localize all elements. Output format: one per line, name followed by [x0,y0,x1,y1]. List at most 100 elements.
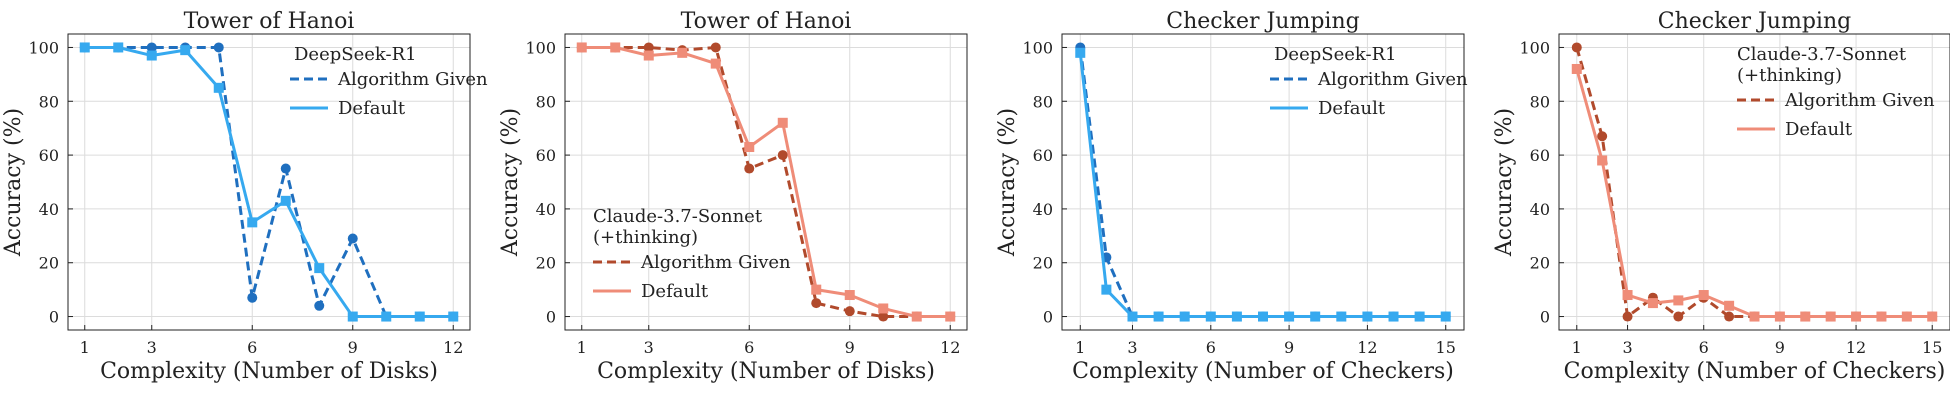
data-point [643,42,654,53]
y-tick-label: 80 [1033,92,1053,111]
data-point [1179,311,1190,322]
plot-frame [1061,33,1465,331]
x-tick-label: 9 [348,338,358,357]
data-point [777,150,788,161]
y-tick-label: 0 [49,308,59,327]
chart-panel-3: 1 3 6 9 12 15 0 20 40 60 80 100 Checker Jumping Compl… [995,9,1468,384]
series-default [1075,47,1451,322]
x-tick-label: 1 [1075,338,1085,357]
y-tick-label: 80 [536,92,556,111]
data-point [844,306,855,317]
data-point [347,233,358,244]
data-point [744,163,755,174]
y-tick-label: 0 [546,308,556,327]
series-line [581,45,951,319]
x-tick-label: 15 [1436,338,1456,357]
data-point [79,42,90,53]
y-axis-label: Accuracy (%) [1492,108,1517,257]
x-axis-label: Complexity (Number of Disks) [100,359,438,384]
data-point [1927,311,1938,322]
x-tick-label: 3 [1622,338,1632,357]
legend-entry: Default [338,98,406,119]
y-tick-label: 80 [1530,92,1550,111]
y-tick-label: 100 [525,38,556,57]
data-point [710,58,721,69]
chart-title: Checker Jumping [1166,9,1359,34]
legend: DeepSeek-R1 Algorithm Given Default [1270,44,1468,119]
data-point [1153,311,1164,322]
x-axis-label: Complexity (Number of Checkers) [1564,359,1946,384]
legend: DeepSeek-R1 Algorithm Given Default [290,44,488,119]
legend: Claude-3.7-Sonnet(+thinking) Algorithm Gi… [1737,44,1935,140]
x-tick-label: 9 [1775,338,1785,357]
plot-frame [1558,33,1950,331]
data-point [1075,47,1086,58]
data-point [146,42,157,53]
data-point [1284,311,1295,322]
legend-entry: Algorithm Given [337,69,488,90]
x-tick-label: 1 [80,338,90,357]
data-point [1749,311,1760,322]
x-tick-label: 6 [247,338,257,357]
data-point [414,311,425,322]
x-tick-label: 6 [1206,338,1216,357]
legend-title: Claude-3.7-Sonnet [1737,44,1907,65]
data-point [878,303,889,314]
data-point [1362,311,1373,322]
chart-title: Checker Jumping [1658,9,1851,34]
data-point [1414,311,1425,322]
data-point [1876,311,1887,322]
y-axis-label: Accuracy (%) [498,108,523,257]
data-point [1101,284,1112,295]
legend-title: DeepSeek-R1 [1274,44,1397,65]
data-point [280,195,291,206]
data-point [1825,311,1836,322]
data-point [1851,311,1862,322]
legend-entry: Default [1785,119,1853,140]
data-point [1622,290,1633,301]
plot-frame [67,33,471,331]
y-tick-label: 40 [1530,200,1550,219]
data-point [1388,311,1399,322]
chart-panel-2: 1 3 6 9 12 0 20 40 60 80 100 Tower of Hanoi Complexi… [498,9,968,384]
data-point [1597,155,1608,166]
legend-entry: Algorithm Given [640,252,791,273]
data-point [1724,311,1735,322]
y-tick-label: 20 [1033,254,1053,273]
x-tick-label: 12 [1846,338,1866,357]
y-tick-label: 80 [39,92,59,111]
chart-panel-1: 1 3 6 9 12 0 20 40 60 80 100 Tower of Hanoi Complexi… [1,9,488,384]
y-tick-label: 100 [1022,38,1053,57]
data-point [1698,290,1709,301]
legend-entry: Algorithm Given [1784,90,1935,111]
series-algorithm-given [576,42,956,322]
data-point [1673,295,1684,306]
data-point [1571,63,1582,74]
data-point [811,298,822,309]
x-tick-label: 3 [147,338,157,357]
data-point [213,42,224,53]
x-axis-label: Complexity (Number of Disks) [597,359,935,384]
chart-title: Tower of Hanoi [681,9,852,34]
x-axis-label: Complexity (Number of Checkers) [1072,359,1454,384]
legend-title: DeepSeek-R1 [294,44,417,65]
series-line [1078,52,1446,319]
series-line [84,45,454,319]
x-tick-label: 9 [845,338,855,357]
legend-title: (+thinking) [1737,65,1842,86]
data-point [247,292,258,303]
y-tick-label: 100 [1519,38,1550,57]
y-tick-label: 60 [1033,146,1053,165]
data-point [643,50,654,61]
legend-entry: Default [641,281,709,302]
data-point [314,300,325,311]
x-tick-label: 15 [1922,338,1942,357]
data-point [1724,300,1735,311]
y-tick-label: 40 [1033,200,1053,219]
legend-title: Claude-3.7-Sonnet [593,206,763,227]
data-point [1440,311,1451,322]
data-point [213,82,224,93]
y-tick-label: 0 [1043,308,1053,327]
legend-title: (+thinking) [593,227,698,248]
